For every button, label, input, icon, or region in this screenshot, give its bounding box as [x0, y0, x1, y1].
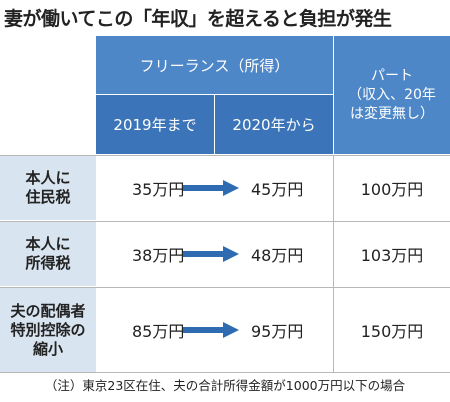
value: 48万円	[251, 246, 304, 265]
value: 95万円	[251, 322, 304, 341]
header-until-2019: 2019年まで	[96, 95, 214, 154]
row-divider	[0, 287, 450, 288]
row-divider	[0, 221, 450, 222]
value: 85万円	[132, 322, 185, 341]
page-title: 妻が働いてこの「年収」を超えると負担が発生	[4, 8, 392, 30]
header-part: パート （収入、20年 は変更無し）	[334, 36, 450, 154]
value: 35万円	[132, 180, 185, 199]
value: 38万円	[132, 246, 185, 265]
arrow-right-icon	[183, 246, 239, 262]
header-freelance-label: フリーランス（所得）	[139, 56, 290, 75]
row-divider	[0, 372, 450, 373]
value: 45万円	[251, 180, 304, 199]
row-label-spouse-deduction: 夫の配偶者 特別控除の 縮小	[0, 288, 96, 372]
row-label: 本人に 所得税	[25, 235, 71, 272]
comparison-table: フリーランス（所得） 2019年まで 2020年から パート （収入、20年 は…	[0, 36, 450, 373]
column-divider	[333, 156, 334, 372]
row-label-income-tax: 本人に 所得税	[0, 222, 96, 286]
footnote: （注）東京23区在住、夫の合計所得金額が1000万円以下の場合	[44, 378, 406, 393]
value: 100万円	[360, 180, 424, 199]
header-until-2019-label: 2019年まで	[113, 116, 197, 134]
cell-part: 103万円	[334, 222, 450, 286]
cell-part: 100万円	[334, 156, 450, 220]
value: 103万円	[360, 246, 424, 265]
arrow-right-icon	[183, 180, 239, 196]
header-freelance: フリーランス（所得）	[96, 36, 333, 94]
header-from-2020: 2020年から	[215, 95, 333, 154]
header-part-label: パート （収入、20年 は変更無し）	[348, 67, 436, 122]
cell-part: 150万円	[334, 288, 450, 372]
row-label-residence-tax: 本人に 住民税	[0, 156, 96, 220]
header-from-2020-label: 2020年から	[232, 116, 316, 134]
arrow-right-icon	[183, 322, 239, 338]
value: 150万円	[360, 322, 424, 341]
row-label: 夫の配偶者 特別控除の 縮小	[10, 301, 86, 358]
row-divider	[0, 155, 450, 156]
row-label: 本人に 住民税	[25, 169, 71, 206]
